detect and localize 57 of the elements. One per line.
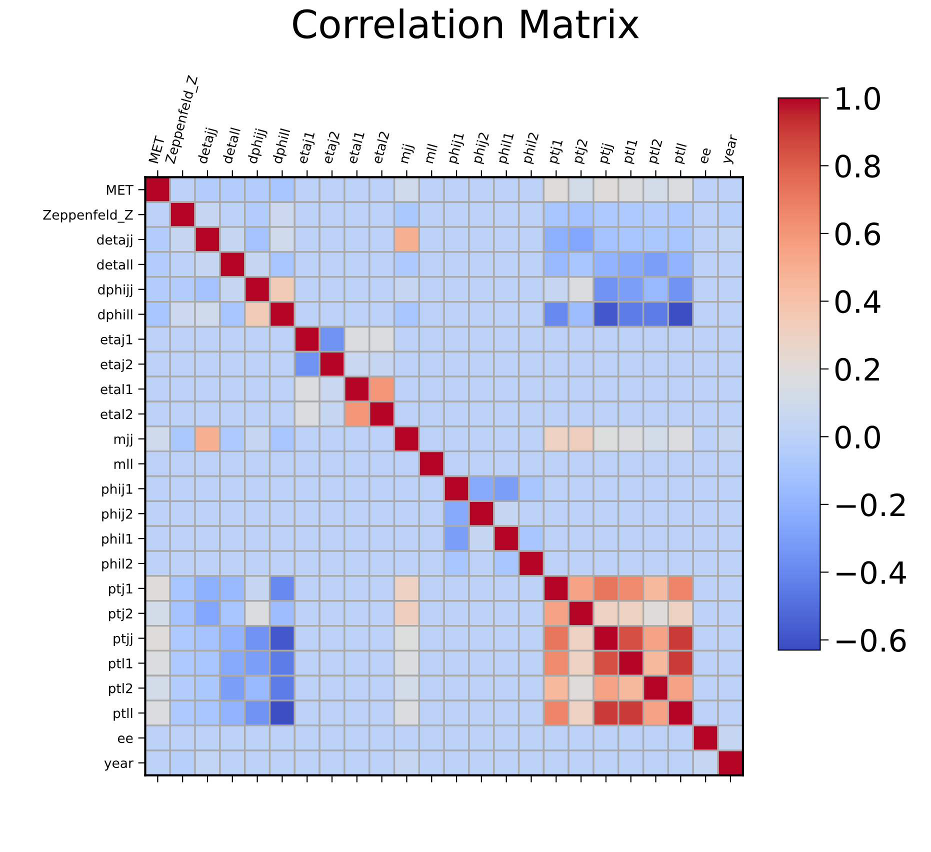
y-tick-label: phij2 <box>102 508 132 522</box>
color-bar-label: 0.0 <box>835 426 880 449</box>
x-tick-label: detajj <box>196 127 218 165</box>
y-tick-label: etal2 <box>100 408 132 420</box>
y-tick-label: year <box>104 760 134 771</box>
y-tick-label: etal1 <box>100 384 132 394</box>
color-bar-label: 1.0 <box>836 86 880 110</box>
y-tick-label: phij1 <box>102 484 132 496</box>
x-tick-label: ptl1 <box>622 138 640 164</box>
x-tick-label: ptj2 <box>572 138 590 164</box>
y-tick-label: Zeppenfeld_Z <box>43 210 133 223</box>
x-tick-label: ptll <box>672 143 690 164</box>
x-tick-label: ptj1 <box>546 138 566 164</box>
x-tick-label: mll <box>423 144 438 164</box>
x-tick-label: mjj <box>398 144 416 164</box>
x-tick-label: etaj1 <box>296 130 318 165</box>
y-tick-label: MET <box>106 185 134 195</box>
x-tick-label: dphill <box>272 128 293 165</box>
color-bar-label: 0.4 <box>835 290 880 314</box>
y-tick-label: ptll <box>114 708 132 721</box>
y-tick-label: ptl2 <box>109 683 132 696</box>
y-tick-label: ee <box>118 736 133 744</box>
y-tick-label: ptj1 <box>109 583 132 596</box>
chart-title: Correlation Matrix <box>293 8 639 39</box>
color-bar-label: 0.6 <box>835 222 880 246</box>
y-tick-label: phil1 <box>102 534 132 546</box>
x-tick-label: etal1 <box>346 130 365 164</box>
color-bar-label: 0.2 <box>835 358 879 381</box>
color-bar-label: 0.8 <box>835 154 880 178</box>
y-tick-label: ptl1 <box>109 658 132 671</box>
x-tick-label: etal2 <box>372 131 390 164</box>
y-tick-label: detajj <box>97 234 132 248</box>
y-tick-label: dphijj <box>98 284 132 298</box>
x-tick-label: phil2 <box>521 132 542 164</box>
y-tick-label: detall <box>97 259 132 270</box>
x-tick-label: phij1 <box>446 132 467 164</box>
y-tick-label: ptjj <box>114 633 132 646</box>
x-tick-label: ptjj <box>597 143 615 164</box>
y-tick-label: etaj1 <box>100 334 132 347</box>
x-tick-label: year <box>723 134 740 166</box>
x-tick-label: etaj2 <box>322 131 342 165</box>
x-tick-label: phij2 <box>471 132 492 164</box>
x-tick-label: dphijj <box>246 128 268 165</box>
color-bar-label: −0.2 <box>836 493 905 516</box>
x-tick-label: MET <box>148 135 165 164</box>
x-tick-label: ptl2 <box>646 138 665 164</box>
y-tick-label: mll <box>114 458 132 469</box>
y-tick-label: phil2 <box>102 558 132 572</box>
color-bar-label: −0.4 <box>836 561 906 584</box>
y-tick-label: dphill <box>98 309 132 322</box>
x-tick-label: detall <box>222 127 241 164</box>
x-tick-label: phil1 <box>496 132 516 164</box>
color-bar-label: −0.6 <box>836 628 906 652</box>
x-tick-label: ee <box>700 148 712 164</box>
y-tick-label: etaj2 <box>100 359 132 372</box>
y-tick-label: ptj2 <box>109 608 132 622</box>
y-tick-label: mjj <box>114 434 132 447</box>
